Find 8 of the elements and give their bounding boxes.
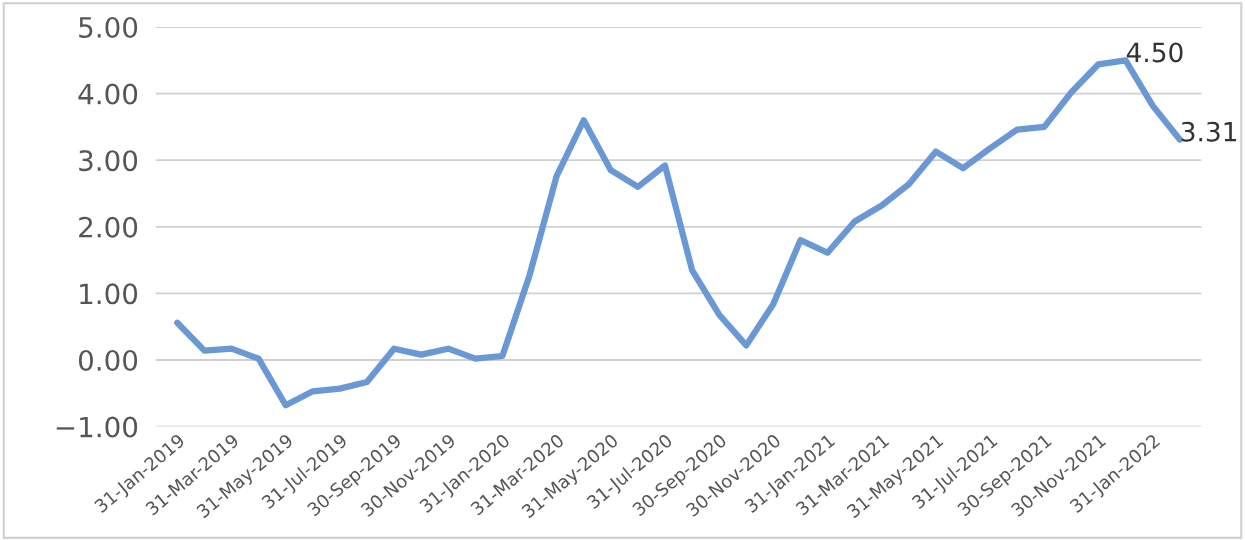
y-tick-label: 4.00 <box>78 83 138 105</box>
data-label: 4.50 <box>1126 42 1183 63</box>
data-label: 3.31 <box>1181 121 1237 142</box>
y-tick-label: 1.00 <box>80 283 138 305</box>
y-tick-label: 0.00 <box>78 349 138 371</box>
y-tick-label: 5.00 <box>79 16 138 38</box>
y-tick-label: 3.00 <box>79 150 138 172</box>
y-tick-label: 2.00 <box>79 216 138 238</box>
